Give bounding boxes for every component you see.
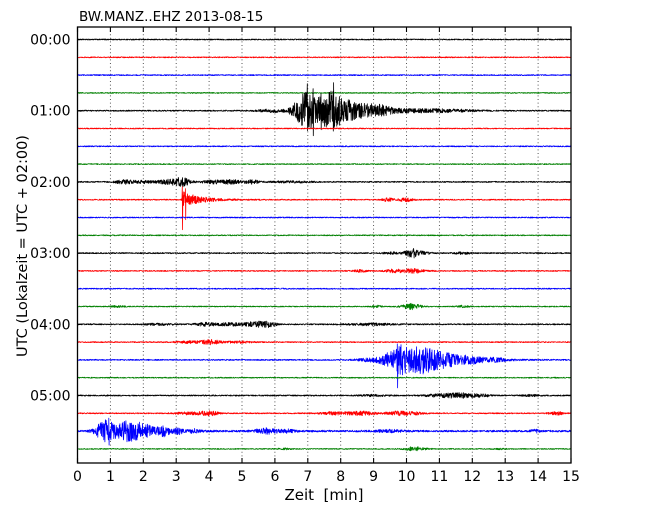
seismogram-trace xyxy=(77,145,572,148)
y-tick-label: 03:00 xyxy=(30,246,70,262)
x-tick-label: 4 xyxy=(205,469,214,485)
x-tick-label: 9 xyxy=(369,469,378,485)
seismogram-trace xyxy=(77,392,572,399)
x-tick-label: 1 xyxy=(106,469,115,485)
seismogram-trace xyxy=(77,177,572,188)
plot-border xyxy=(76,26,572,464)
y-tick-labels: 00:00 01:00 02:00 03:00 04:00 05:00 xyxy=(30,33,70,405)
seismogram-trace xyxy=(77,417,572,446)
axis-ticks xyxy=(76,27,572,463)
gridlines xyxy=(109,27,539,463)
seismogram-trace xyxy=(77,302,572,311)
seismogram-trace xyxy=(77,74,572,76)
x-axis-label: Zeit [min] xyxy=(284,486,364,504)
seismogram-trace xyxy=(77,339,572,346)
seismogram-trace xyxy=(77,376,572,379)
x-tick-label: 8 xyxy=(336,469,345,485)
x-tick-label: 11 xyxy=(430,469,448,485)
seismogram-trace xyxy=(77,186,572,231)
x-tick-label: 14 xyxy=(529,469,547,485)
seismogram-trace xyxy=(77,38,572,41)
seismogram-trace xyxy=(77,268,572,274)
x-tick-label: 3 xyxy=(172,469,181,485)
seismogram-trace xyxy=(77,163,572,165)
seismogram-trace xyxy=(77,410,572,417)
y-tick-label: 05:00 xyxy=(30,389,70,405)
seismogram-trace xyxy=(77,82,572,137)
x-tick-label: 10 xyxy=(398,469,416,485)
seismogram-trace xyxy=(77,287,572,290)
x-tick-label: 15 xyxy=(562,469,580,485)
seismogram-trace xyxy=(77,248,572,259)
y-tick-label: 04:00 xyxy=(30,317,70,333)
seismogram-trace xyxy=(77,343,572,389)
x-tick-label: 0 xyxy=(73,469,82,485)
x-tick-label: 13 xyxy=(496,469,514,485)
seismogram-trace xyxy=(77,320,572,328)
x-tick-label: 6 xyxy=(270,469,279,485)
seismogram-trace xyxy=(77,127,572,130)
y-tick-label: 00:00 xyxy=(30,33,70,49)
x-tick-label: 7 xyxy=(303,469,312,485)
x-tick-label: 5 xyxy=(238,469,247,485)
seismogram-trace xyxy=(77,56,572,59)
x-tick-label: 12 xyxy=(463,469,481,485)
seismogram-trace xyxy=(77,446,572,452)
x-tick-labels: 0 1 2 3 4 5 6 7 8 9 10 11 12 13 14 15 xyxy=(73,469,580,485)
seismogram-trace xyxy=(77,92,572,94)
y-tick-label: 02:00 xyxy=(30,175,70,191)
seismogram-trace xyxy=(77,216,572,219)
plot-title: BW.MANZ..EHZ 2013-08-15 xyxy=(79,9,264,25)
seismogram-traces xyxy=(77,38,572,452)
x-tick-label: 2 xyxy=(139,469,148,485)
seismogram-trace xyxy=(77,234,572,237)
y-tick-label: 01:00 xyxy=(30,104,70,120)
